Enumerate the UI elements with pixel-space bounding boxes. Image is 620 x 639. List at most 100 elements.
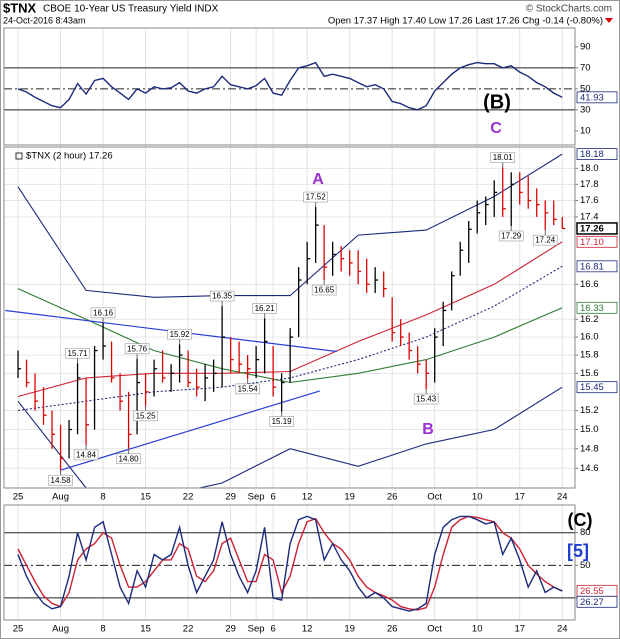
wave-label: (B) (483, 91, 511, 113)
label-box (235, 383, 260, 395)
y-tick-label: 15.6 (580, 368, 599, 379)
x-tick-label: 6 (270, 624, 275, 635)
wave-label: [5] (567, 541, 589, 561)
y-tick-label: 50 (580, 83, 591, 94)
price-label: 17.29 (501, 232, 522, 241)
x-tick-label: 10 (472, 492, 483, 503)
value-box (576, 381, 618, 394)
y-tick-label: 30 (580, 104, 591, 115)
trendline (60, 390, 321, 471)
legend-label: $TNX (2 hour) 17.26 (26, 151, 113, 162)
wave-label: (C) (568, 510, 593, 530)
price-label: 15.71 (68, 349, 89, 358)
overlay-line (17, 386, 563, 488)
label-box (303, 191, 328, 203)
copyright: © StockCharts.com (526, 4, 612, 15)
x-tick-label: 22 (183, 624, 194, 635)
y-tick-label: 50 (580, 560, 591, 571)
x-tick-label: 26 (387, 492, 398, 503)
value-label: 16.81 (580, 261, 604, 272)
value-box (576, 222, 618, 235)
plot-area (4, 28, 575, 145)
instrument-name: CBOE 10-Year US Treasury Yield INDX (43, 4, 219, 15)
label-box (209, 290, 235, 302)
y-tick-label: 70 (580, 62, 591, 73)
label-box (532, 234, 558, 246)
panel-frame (3, 146, 576, 489)
price-label: 16.35 (212, 292, 233, 301)
value-box (576, 595, 618, 608)
wave-label: C (490, 120, 502, 137)
y-tick-label: 16.2 (580, 314, 599, 325)
x-tick-label: Sep (248, 492, 265, 503)
y-tick-label: 14.6 (580, 463, 599, 474)
x-tick-label: 8 (100, 492, 105, 503)
label-box (65, 347, 90, 359)
x-tick-label: 19 (344, 492, 355, 503)
label-box (124, 343, 150, 355)
value-box (576, 301, 618, 314)
y-tick-label: 17.8 (580, 179, 599, 190)
x-tick-label: 6 (270, 492, 275, 503)
value-label: 26.55 (580, 586, 604, 597)
panel-background (4, 505, 575, 620)
y-tick-label: 10 (580, 125, 591, 136)
price-label: 14.84 (76, 450, 97, 459)
y-tick-label: 14.8 (580, 443, 599, 454)
price-label: 15.43 (416, 395, 437, 404)
quote: Open 17.37 High 17.40 Low 17.26 Last 17.… (328, 16, 603, 27)
y-tick-label: 15.8 (580, 350, 599, 361)
y-tick-label: 17.4 (580, 211, 599, 222)
symbol: $TNX (3, 0, 37, 15)
datetime: 24-Oct-2016 8:43am (3, 15, 86, 25)
price-label: 17.52 (306, 193, 327, 202)
down-arrow (605, 18, 613, 23)
value-box (576, 91, 618, 104)
price-label: 16.21 (255, 304, 276, 313)
plot-area (4, 505, 575, 620)
price-label: 16.16 (93, 308, 114, 317)
y-tick-label: 15.2 (580, 405, 599, 416)
x-tick-label: 22 (183, 492, 194, 503)
x-tick-label: Oct (427, 492, 442, 503)
price-label: 16.65 (314, 286, 335, 295)
x-tick-label: 10 (472, 624, 483, 635)
x-tick-label: Aug (52, 624, 69, 635)
value-label: 18.18 (580, 149, 604, 160)
value-label: 16.33 (580, 303, 604, 314)
label-box (413, 393, 439, 405)
x-tick-label: Oct (427, 624, 442, 635)
y-tick-label: 16.6 (580, 279, 599, 290)
price-label: 14.80 (119, 454, 140, 463)
panel-frame (3, 27, 576, 146)
label-box (133, 410, 158, 422)
legend-icon (15, 152, 23, 160)
x-tick-label: 8 (100, 624, 105, 635)
x-tick-label: 15 (140, 624, 151, 635)
label-box (490, 152, 516, 163)
x-tick-label: 24 (557, 624, 568, 635)
value-label: 17.10 (580, 237, 604, 248)
x-tick-label: 17 (514, 624, 525, 635)
x-tick-label: 12 (302, 492, 313, 503)
x-tick-label: 24 (557, 492, 568, 503)
value-box (576, 235, 618, 248)
wave-label: A (312, 171, 324, 188)
label-box (116, 453, 141, 465)
label-box (90, 307, 116, 319)
price-label: 15.92 (170, 330, 191, 339)
label-box (252, 303, 277, 314)
x-tick-label: 15 (140, 492, 151, 503)
price-label: 17.24 (535, 236, 556, 245)
plot-area (4, 147, 575, 488)
x-tick-label: 12 (302, 624, 313, 635)
x-tick-label: 25 (13, 492, 24, 503)
y-tick-label: 90 (580, 41, 591, 52)
value-label: 15.45 (580, 382, 604, 393)
y-tick-label: 15.0 (580, 424, 599, 435)
y-tick-label: 17.6 (580, 195, 599, 206)
value-box (576, 148, 618, 160)
x-tick-label: 26 (387, 624, 398, 635)
